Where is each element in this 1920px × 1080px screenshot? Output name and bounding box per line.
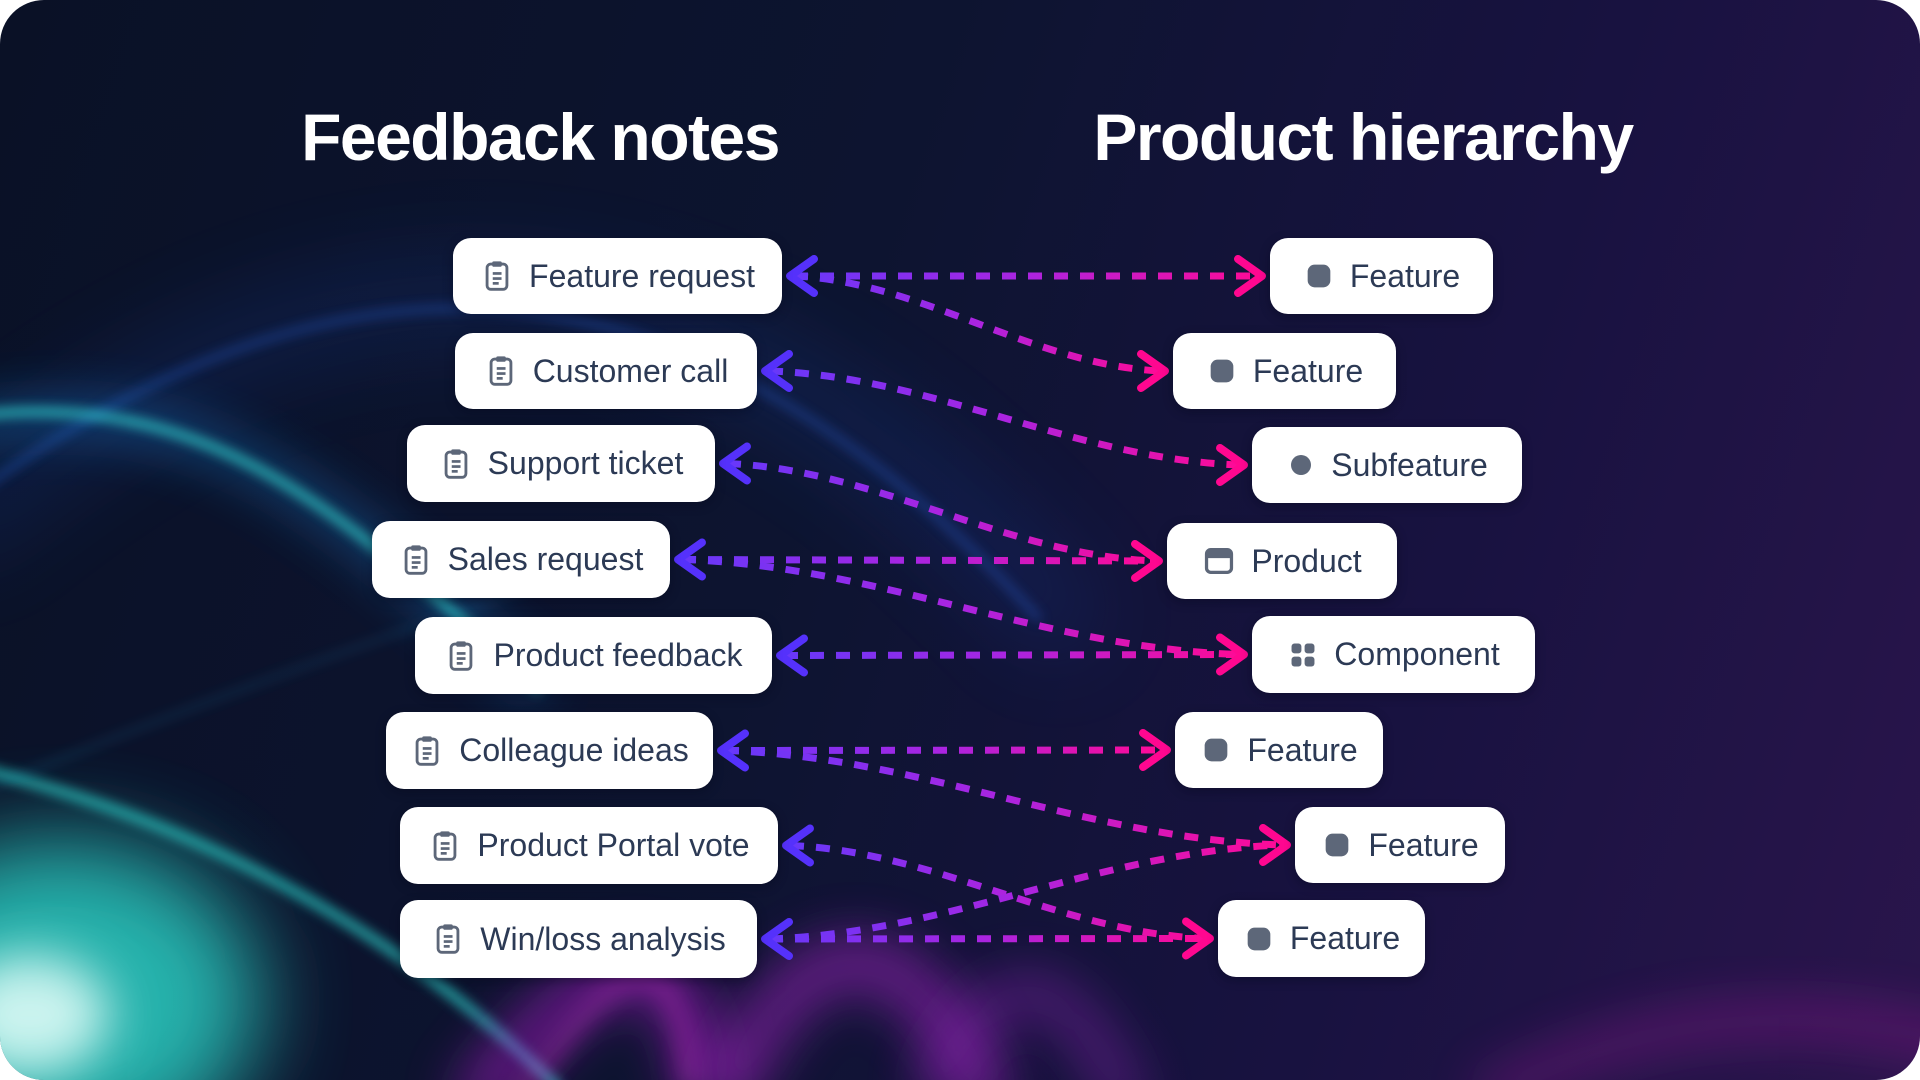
- feedback-note-card: Sales request: [372, 521, 670, 598]
- card-label: Feature: [1247, 731, 1358, 768]
- arrowhead-icon: [1131, 540, 1163, 582]
- feedback-note-card: Support ticket: [407, 425, 715, 502]
- card-label: Subfeature: [1331, 446, 1488, 483]
- card-label: Feature request: [529, 257, 755, 294]
- feedback-note-card: Colleague ideas: [386, 712, 713, 789]
- connection-line: [789, 842, 1207, 942]
- clipboard-icon: [404, 544, 427, 575]
- feedback-note-card: Product Portal vote: [400, 807, 778, 884]
- clipboard-icon: [485, 261, 509, 291]
- arrowhead-icon: [1216, 633, 1248, 676]
- arrowhead-icon: [761, 350, 793, 392]
- clipboard-icon: [444, 448, 468, 479]
- teal-glow-core: [0, 955, 110, 1075]
- hierarchy-item-card: Feature: [1270, 238, 1493, 314]
- arrowhead-icon: [776, 634, 808, 677]
- card-label: Product feedback: [493, 637, 743, 673]
- connection-line: [783, 651, 1241, 659]
- hierarchy-item-card: Component: [1252, 616, 1535, 693]
- arrowhead-icon: [717, 729, 749, 772]
- connection-line: [726, 460, 1156, 565]
- arrowhead-icon: [1137, 350, 1169, 392]
- clipboard-icon: [415, 735, 439, 766]
- card-label: Product: [1251, 542, 1362, 579]
- connection-line: [768, 935, 1207, 943]
- hierarchy-item-card: Feature: [1175, 712, 1383, 788]
- clipboard-icon: [434, 830, 457, 861]
- connection-line: [793, 272, 1162, 375]
- right-column-title: Product hierarchy: [1093, 100, 1634, 174]
- arrowhead-icon: [786, 255, 818, 297]
- feedback-note-card: Feature request: [453, 238, 782, 314]
- teal-wave: [0, 769, 557, 1080]
- left-column-title: Feedback notes: [301, 100, 780, 174]
- card-label: Feature: [1289, 920, 1401, 956]
- arrowhead-icon: [1139, 729, 1171, 771]
- card-label: Feature: [1349, 257, 1461, 294]
- card-label: Feature: [1368, 826, 1479, 863]
- feature-icon: [1247, 927, 1271, 950]
- connection-line: [681, 556, 1241, 658]
- cyan-wave: [0, 408, 543, 693]
- card-label: Feature: [1252, 352, 1364, 389]
- card-label: Component: [1334, 636, 1500, 672]
- hierarchy-item-card: Feature: [1295, 807, 1505, 883]
- component-icon: [1291, 643, 1315, 666]
- card-label: Product Portal vote: [477, 827, 750, 863]
- blue-wave-line: [0, 305, 1042, 622]
- clipboard-icon: [489, 356, 513, 386]
- arrowhead-icon: [1234, 255, 1266, 297]
- card-label: Win/loss analysis: [480, 920, 726, 957]
- card-label: Customer call: [532, 352, 729, 389]
- card-label: Colleague ideas: [459, 732, 689, 768]
- arrowhead-icon: [719, 442, 751, 485]
- feature-icon: [1326, 833, 1349, 857]
- card-label: Support ticket: [487, 445, 684, 481]
- connection-line: [724, 746, 1164, 754]
- clipboard-icon: [436, 924, 460, 954]
- connection-line: [768, 841, 1284, 943]
- card-label: Sales request: [447, 541, 644, 577]
- feedback-note-card: Win/loss analysis: [400, 900, 757, 978]
- connection-line: [681, 556, 1156, 565]
- connection-line: [724, 747, 1284, 849]
- hierarchy-item-card: Feature: [1218, 900, 1425, 977]
- arrowhead-icon: [1259, 824, 1291, 866]
- feedback-note-card: Product feedback: [415, 617, 772, 694]
- hierarchy-item-card: Subfeature: [1252, 427, 1522, 503]
- clipboard-icon: [450, 640, 473, 671]
- feature-icon: [1307, 264, 1331, 288]
- arrowhead-icon: [761, 918, 793, 960]
- connection-line: [768, 367, 1241, 469]
- magenta-sweep: [1481, 1003, 1920, 1080]
- hierarchy-item-card: Product: [1167, 523, 1397, 599]
- purple-ribbon: [914, 970, 1141, 1080]
- feedback-note-card: Customer call: [455, 333, 757, 409]
- product-icon: [1205, 548, 1234, 574]
- feature-icon: [1205, 738, 1228, 762]
- purple-ribbon-highlight: [527, 973, 695, 1080]
- feature-icon: [1210, 359, 1234, 383]
- arrowhead-icon: [1216, 444, 1248, 486]
- hierarchy-item-card: Feature: [1173, 333, 1396, 409]
- arrowhead-icon: [782, 824, 814, 867]
- arrowhead-icon: [674, 538, 706, 581]
- arrowhead-icon: [1182, 917, 1214, 960]
- subfeature-icon: [1291, 455, 1312, 475]
